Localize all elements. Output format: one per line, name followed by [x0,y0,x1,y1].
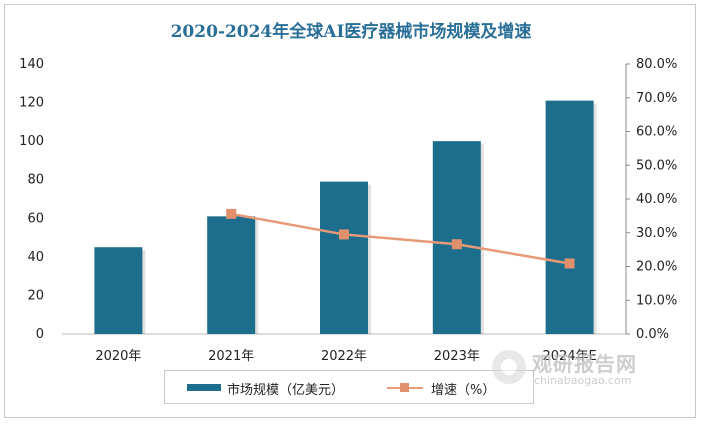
growth-marker [451,239,462,250]
y-right-tick-label: 60.0% [636,125,677,140]
legend-line-label: 增速（%） [431,383,496,398]
x-tick-label: 2021年 [208,349,254,364]
y-right-tick-label: 30.0% [636,226,677,241]
legend-bar-label: 市场规模（亿美元） [227,383,345,398]
y-left-tick-label: 140 [19,57,44,72]
bar [545,100,594,335]
y-left-tick-label: 120 [19,96,44,111]
y-left-tick-label: 0 [36,327,44,342]
y-right-tick-label: 80.0% [636,57,677,72]
legend: 市场规模（亿美元） 增速（%） [164,370,534,404]
watermark-url: chinabaogao.com [534,374,632,387]
x-tick-label: 2020年 [95,349,141,364]
x-tick-label: 2024年E [542,349,596,364]
growth-markers [226,208,575,269]
bar [94,247,143,334]
x-axis: 2020年 2021年 2022年 2023年 2024年E [95,349,596,364]
y-left-tick-label: 80 [27,173,44,188]
x-tick-label: 2023年 [434,349,480,364]
y-right-tick-label: 10.0% [636,293,677,308]
y-right-tick-label: 50.0% [636,158,677,173]
growth-line [230,212,570,265]
legend-marker-swatch [400,383,409,392]
y-right-tick-label: 20.0% [636,260,677,275]
growth-marker [339,229,349,240]
y-left-tick-label: 60 [27,211,44,226]
y-right-tick-label: 0.0% [636,327,669,342]
growth-marker [564,258,575,269]
watermark: 观研报告网 chinabaogao.com [492,346,682,396]
bar [320,181,368,334]
y-left-tick-label: 20 [27,288,44,303]
growth-marker [226,208,237,219]
bar [432,141,481,334]
x-tick-label: 2022年 [321,349,367,364]
y-right-tick-label: 40.0% [636,192,677,207]
y-axis-right: 0.0% 10.0% 20.0% 30.0% 40.0% 50.0% 60.0% 70.0% 8… [626,57,677,342]
y-left-tick-label: 100 [19,134,44,149]
legend-bar-swatch [187,384,221,391]
chart-title: 2020-2024年全球AI医疗器械市场规模及增速 [170,22,532,42]
y-axis-left: 0 20 40 60 80 100 120 140 [19,57,44,342]
y-left-tick-label: 40 [27,250,44,265]
y-right-tick-label: 70.0% [636,91,677,106]
bar-series [94,100,597,335]
watermark-brand: 观研报告网 [532,352,637,376]
watermark-logo-icon [492,350,526,384]
bar [207,216,256,334]
